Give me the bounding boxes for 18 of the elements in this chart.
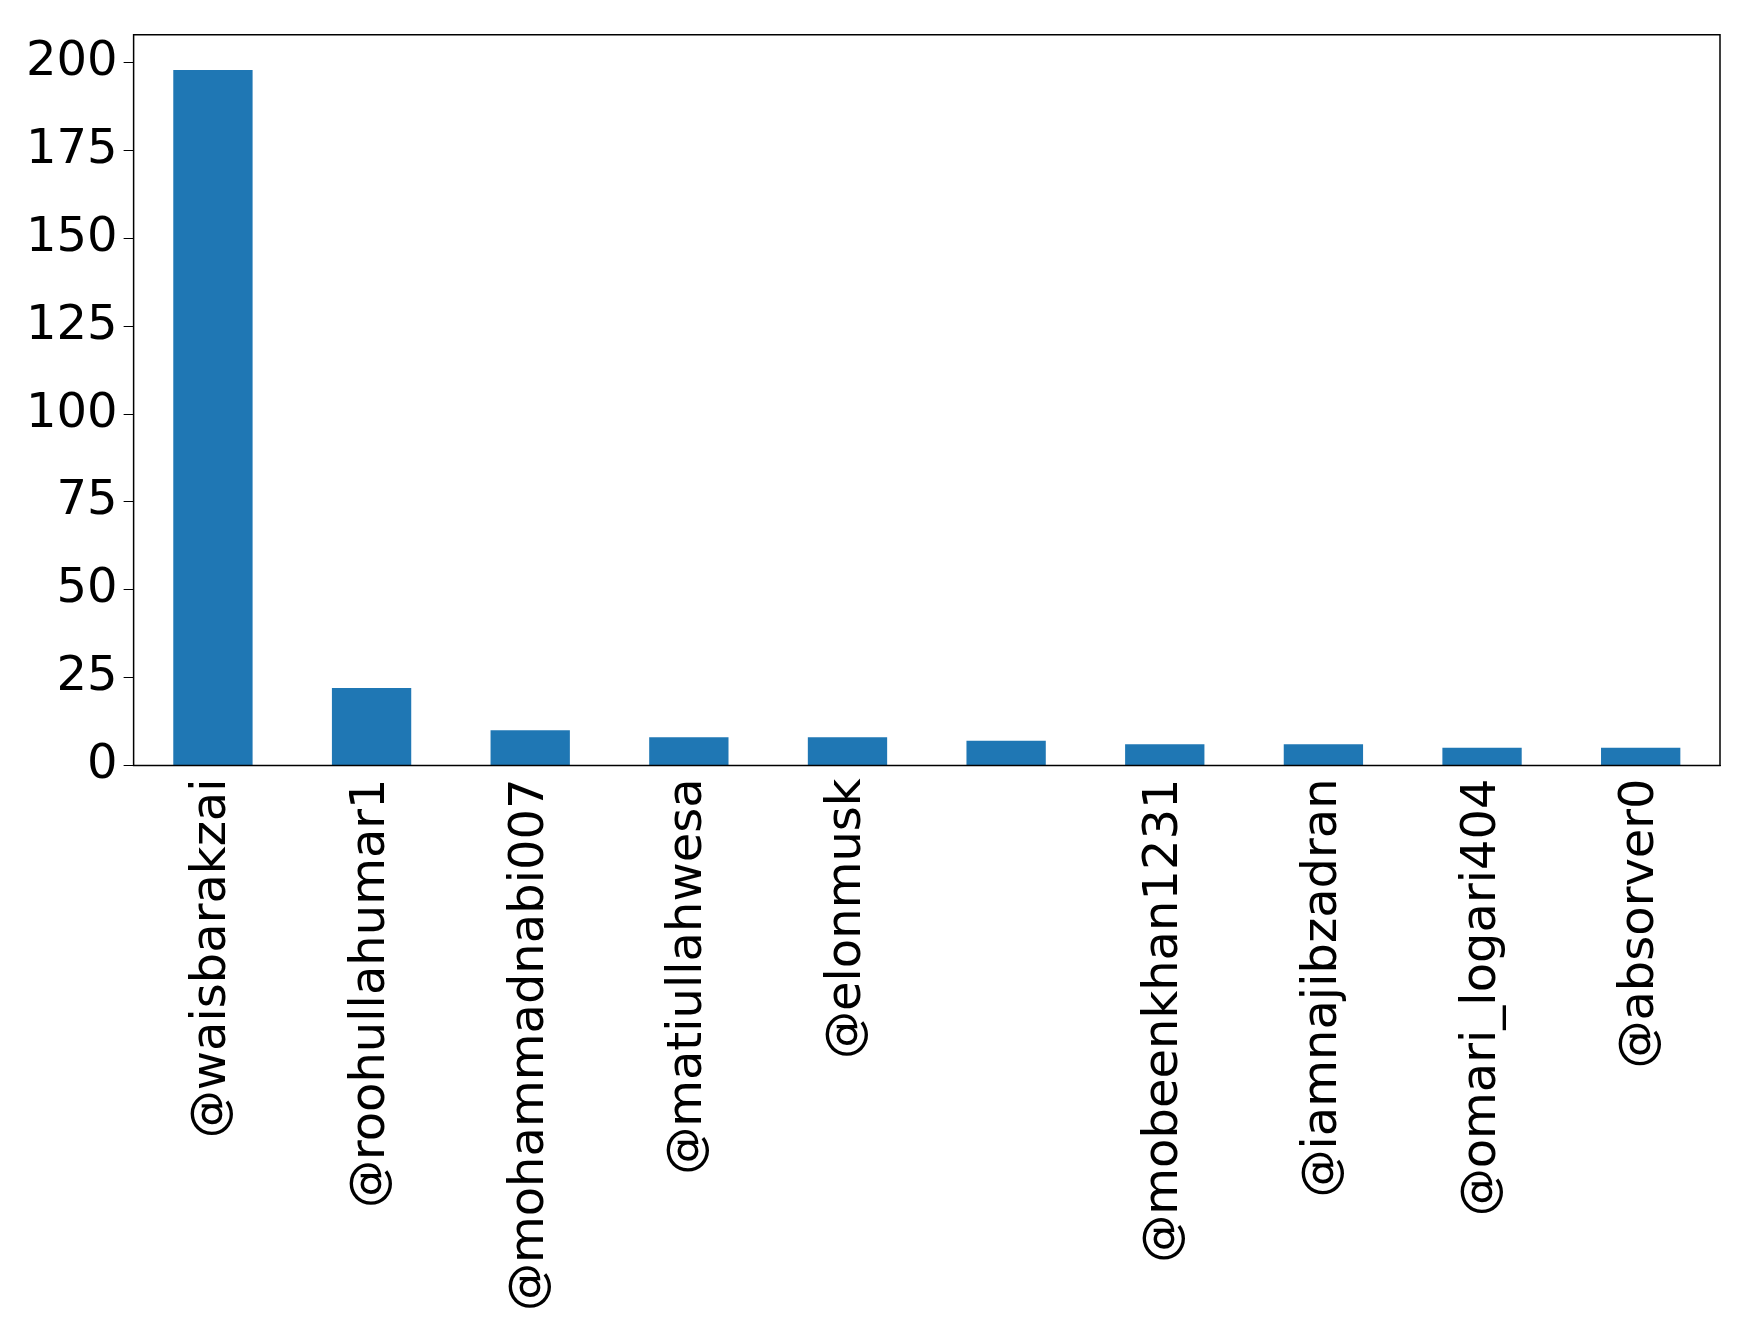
x-tick-label: @mohammadnabi007 [497,778,554,1312]
y-tick-label: 150 [25,205,118,262]
x-tick-label: @iamnajibzadran [1290,778,1347,1198]
y-tick-label: 200 [25,30,118,87]
y-tick-label: 50 [56,557,118,614]
x-tick-label: @elonmusk [814,778,871,1060]
x-tick-label: @absorver0 [1608,778,1665,1069]
y-tick-label: 175 [25,118,118,175]
x-tick-label: @waisbarakzai [180,778,237,1139]
x-tick-label: @roohullahumar1 [339,778,396,1209]
x-tick-label: @omari_logari404 [1449,778,1506,1217]
y-tick-label: 0 [87,732,118,789]
y-tick-label: 125 [25,293,118,350]
y-tick-label: 75 [56,469,118,526]
y-tick-label: 25 [56,645,118,702]
x-tick-label: @matiullahwesa [656,778,713,1175]
y-tick-label: 100 [25,381,118,438]
x-tick-label: @mobeenkhan1231 [1132,778,1189,1263]
